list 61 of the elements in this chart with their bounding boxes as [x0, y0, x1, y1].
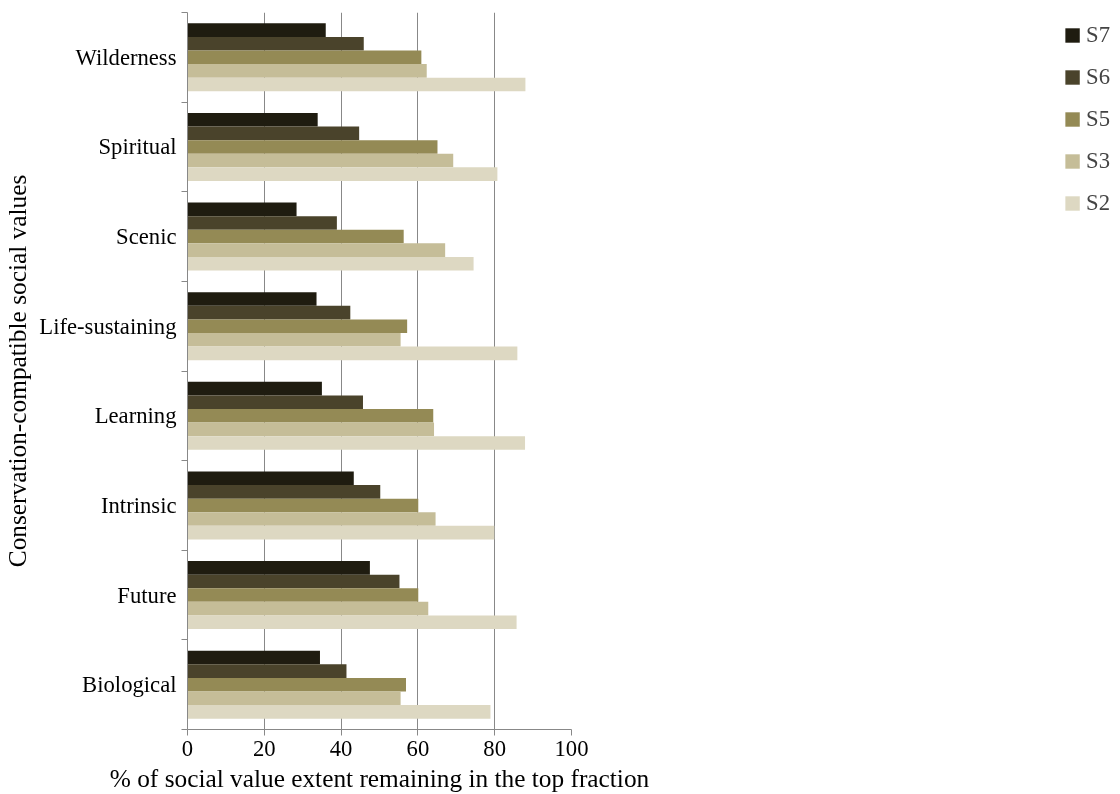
bar	[187, 561, 370, 575]
bar	[187, 36, 364, 51]
bar	[187, 292, 317, 306]
bar	[187, 167, 498, 181]
bar	[187, 202, 297, 217]
x-tick-label: 100	[554, 735, 589, 761]
x-axis-title: % of social value extent remaining in the top fraction	[109, 763, 650, 792]
x-tick-label: 40	[329, 735, 353, 761]
y-tick-label: Wilderness	[75, 44, 177, 70]
y-tick-label: Learning	[94, 403, 177, 429]
legend-label: S5	[1086, 106, 1110, 132]
bar	[187, 677, 406, 692]
bar	[187, 512, 436, 526]
bar	[187, 153, 454, 168]
bar	[187, 615, 517, 630]
y-axis-title: Conservation-compatible social values	[3, 174, 32, 568]
bar	[187, 471, 354, 485]
x-tick-label: 0	[181, 735, 194, 761]
y-tick-label: Life-sustaining	[39, 313, 177, 339]
bar	[187, 691, 401, 706]
bar	[187, 257, 474, 271]
bar	[187, 229, 404, 244]
bar	[187, 574, 400, 589]
bar	[187, 485, 381, 499]
bar	[187, 381, 322, 396]
bar	[187, 64, 427, 78]
bar	[187, 664, 347, 678]
legend-label: S6	[1086, 64, 1110, 90]
bar	[187, 319, 408, 333]
bar	[187, 77, 526, 92]
bar	[187, 422, 435, 437]
bar	[187, 305, 351, 320]
bar	[187, 650, 320, 665]
bar	[187, 346, 518, 361]
bar	[187, 140, 438, 154]
bar	[187, 436, 526, 450]
y-tick-label: Biological	[82, 672, 177, 698]
bar	[187, 498, 419, 513]
x-tick-label: 20	[252, 735, 276, 761]
bar	[187, 705, 491, 719]
bar	[187, 333, 401, 347]
bar	[187, 112, 318, 127]
y-tick-label: Spiritual	[98, 134, 177, 160]
bar	[187, 243, 446, 257]
bar	[187, 50, 422, 65]
bar	[187, 216, 337, 230]
bar	[187, 601, 429, 616]
bar	[187, 395, 363, 409]
bar	[187, 23, 326, 37]
x-tick-label: 80	[483, 735, 507, 761]
legend-label: S7	[1086, 22, 1110, 48]
y-tick-label: Scenic	[116, 224, 177, 250]
bar	[187, 409, 434, 423]
legend-label: S2	[1086, 190, 1110, 216]
bar	[187, 525, 495, 540]
x-tick-label: 60	[406, 735, 430, 761]
legend-label: S3	[1086, 148, 1110, 174]
bar	[187, 588, 419, 602]
y-tick-label: Intrinsic	[101, 492, 177, 518]
bar	[187, 126, 360, 141]
y-tick-label: Future	[117, 582, 177, 608]
